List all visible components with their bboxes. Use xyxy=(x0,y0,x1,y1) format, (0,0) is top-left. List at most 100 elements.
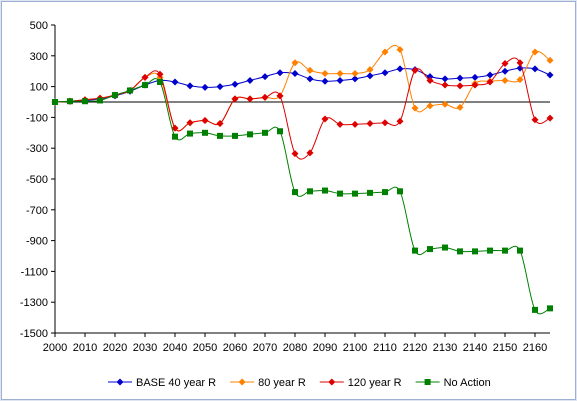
y-tick-label: -700 xyxy=(26,205,48,217)
series-80-year-r xyxy=(51,44,554,132)
data-point-80-year-r xyxy=(516,76,524,84)
data-point-no-action xyxy=(352,190,358,197)
data-point-base-40-year-r xyxy=(336,76,344,84)
data-point-80-year-r xyxy=(381,48,389,56)
y-tick-label: 100 xyxy=(30,82,48,94)
data-point-80-year-r xyxy=(396,46,404,54)
legend-label: BASE 40 year R xyxy=(136,377,216,389)
data-point-base-40-year-r xyxy=(441,75,449,83)
data-point-no-action xyxy=(442,244,448,251)
y-tick-label: -1300 xyxy=(20,297,48,309)
y-tick-label: -300 xyxy=(26,143,48,155)
data-point-no-action xyxy=(112,92,118,99)
data-point-no-action xyxy=(367,189,373,196)
x-tick-label: 2090 xyxy=(313,342,337,354)
data-point-80-year-r xyxy=(426,102,434,110)
x-tick-label: 2150 xyxy=(493,342,517,354)
data-point-120-year-r xyxy=(426,76,434,84)
data-point-120-year-r xyxy=(546,114,554,122)
y-axis: 500 300 100 -100 -300 -500 -700 -900 -1100 -1300 -… xyxy=(20,20,56,340)
data-point-120-year-r xyxy=(336,120,344,128)
data-point-no-action xyxy=(487,247,493,254)
data-point-no-action xyxy=(502,247,508,254)
data-point-120-year-r xyxy=(276,92,284,100)
y-tick-label: -1500 xyxy=(20,328,48,340)
data-point-120-year-r xyxy=(351,120,359,128)
data-point-120-year-r xyxy=(501,60,509,67)
x-tick-label: 2120 xyxy=(403,342,427,354)
data-point-base-40-year-r xyxy=(321,77,329,85)
data-point-80-year-r xyxy=(411,104,419,112)
data-point-120-year-r xyxy=(186,119,194,127)
y-tick-label: 300 xyxy=(30,51,48,63)
legend-item-no-action: No Action xyxy=(415,377,491,389)
data-point-base-40-year-r xyxy=(186,82,194,90)
data-point-120-year-r xyxy=(381,119,389,127)
data-point-80-year-r xyxy=(366,66,374,74)
data-point-no-action xyxy=(307,188,313,195)
data-point-base-40-year-r xyxy=(276,69,284,77)
data-point-no-action xyxy=(67,98,73,105)
data-point-base-40-year-r xyxy=(231,80,239,88)
data-point-base-40-year-r xyxy=(486,71,494,79)
data-point-120-year-r xyxy=(306,149,314,157)
data-point-80-year-r xyxy=(321,70,329,78)
data-point-120-year-r xyxy=(531,116,539,124)
data-point-no-action xyxy=(337,190,343,197)
y-tick-label: 500 xyxy=(30,20,48,32)
data-point-no-action xyxy=(202,129,208,136)
x-tick-label: 2110 xyxy=(373,342,397,354)
data-point-no-action xyxy=(97,97,103,104)
data-point-120-year-r xyxy=(171,124,179,132)
data-point-no-action xyxy=(262,129,268,136)
data-point-base-40-year-r xyxy=(351,75,359,83)
data-point-120-year-r xyxy=(201,116,209,124)
data-point-no-action xyxy=(517,247,523,254)
data-point-80-year-r xyxy=(546,56,554,64)
data-point-base-40-year-r xyxy=(171,78,179,86)
data-point-base-40-year-r xyxy=(366,72,374,80)
data-point-no-action xyxy=(322,187,328,194)
series-line-no-action xyxy=(54,78,551,315)
data-point-no-action xyxy=(427,246,433,253)
data-point-no-action xyxy=(142,82,148,89)
y-tick-label: -1100 xyxy=(21,266,48,278)
x-tick-label: 2060 xyxy=(223,342,247,354)
legend-marker xyxy=(238,378,246,386)
data-point-120-year-r xyxy=(516,59,524,67)
data-point-no-action xyxy=(472,248,478,255)
data-point-base-40-year-r xyxy=(261,73,269,81)
data-point-no-action xyxy=(232,132,238,139)
data-point-no-action xyxy=(217,132,223,139)
y-tick-label: -500 xyxy=(26,174,48,186)
x-tick-label: 2070 xyxy=(253,342,277,354)
data-point-80-year-r xyxy=(351,70,359,78)
data-point-no-action xyxy=(292,189,298,196)
x-tick-label: 2030 xyxy=(133,342,157,354)
data-point-no-action xyxy=(412,247,418,254)
data-point-120-year-r xyxy=(396,117,404,125)
data-point-no-action xyxy=(457,248,463,255)
data-point-base-40-year-r xyxy=(246,76,254,84)
data-point-80-year-r xyxy=(306,66,314,74)
series-no-action xyxy=(52,78,553,315)
data-point-no-action xyxy=(187,130,193,137)
data-point-120-year-r xyxy=(231,95,239,103)
data-point-base-40-year-r xyxy=(216,83,224,91)
data-point-base-40-year-r xyxy=(201,83,209,91)
data-point-base-40-year-r xyxy=(501,67,509,75)
data-point-120-year-r xyxy=(261,93,269,101)
data-point-80-year-r xyxy=(456,103,464,111)
data-point-80-year-r xyxy=(441,100,449,108)
data-point-120-year-r xyxy=(486,78,494,86)
data-point-120-year-r xyxy=(141,73,149,81)
data-point-no-action xyxy=(547,305,553,312)
x-tick-label: 2080 xyxy=(283,342,307,354)
x-tick-label: 2050 xyxy=(193,342,217,354)
data-point-120-year-r xyxy=(471,81,479,89)
data-point-no-action xyxy=(52,99,58,105)
x-tick-label: 2160 xyxy=(523,342,547,354)
data-point-base-40-year-r xyxy=(426,73,434,81)
data-point-no-action xyxy=(247,131,253,138)
